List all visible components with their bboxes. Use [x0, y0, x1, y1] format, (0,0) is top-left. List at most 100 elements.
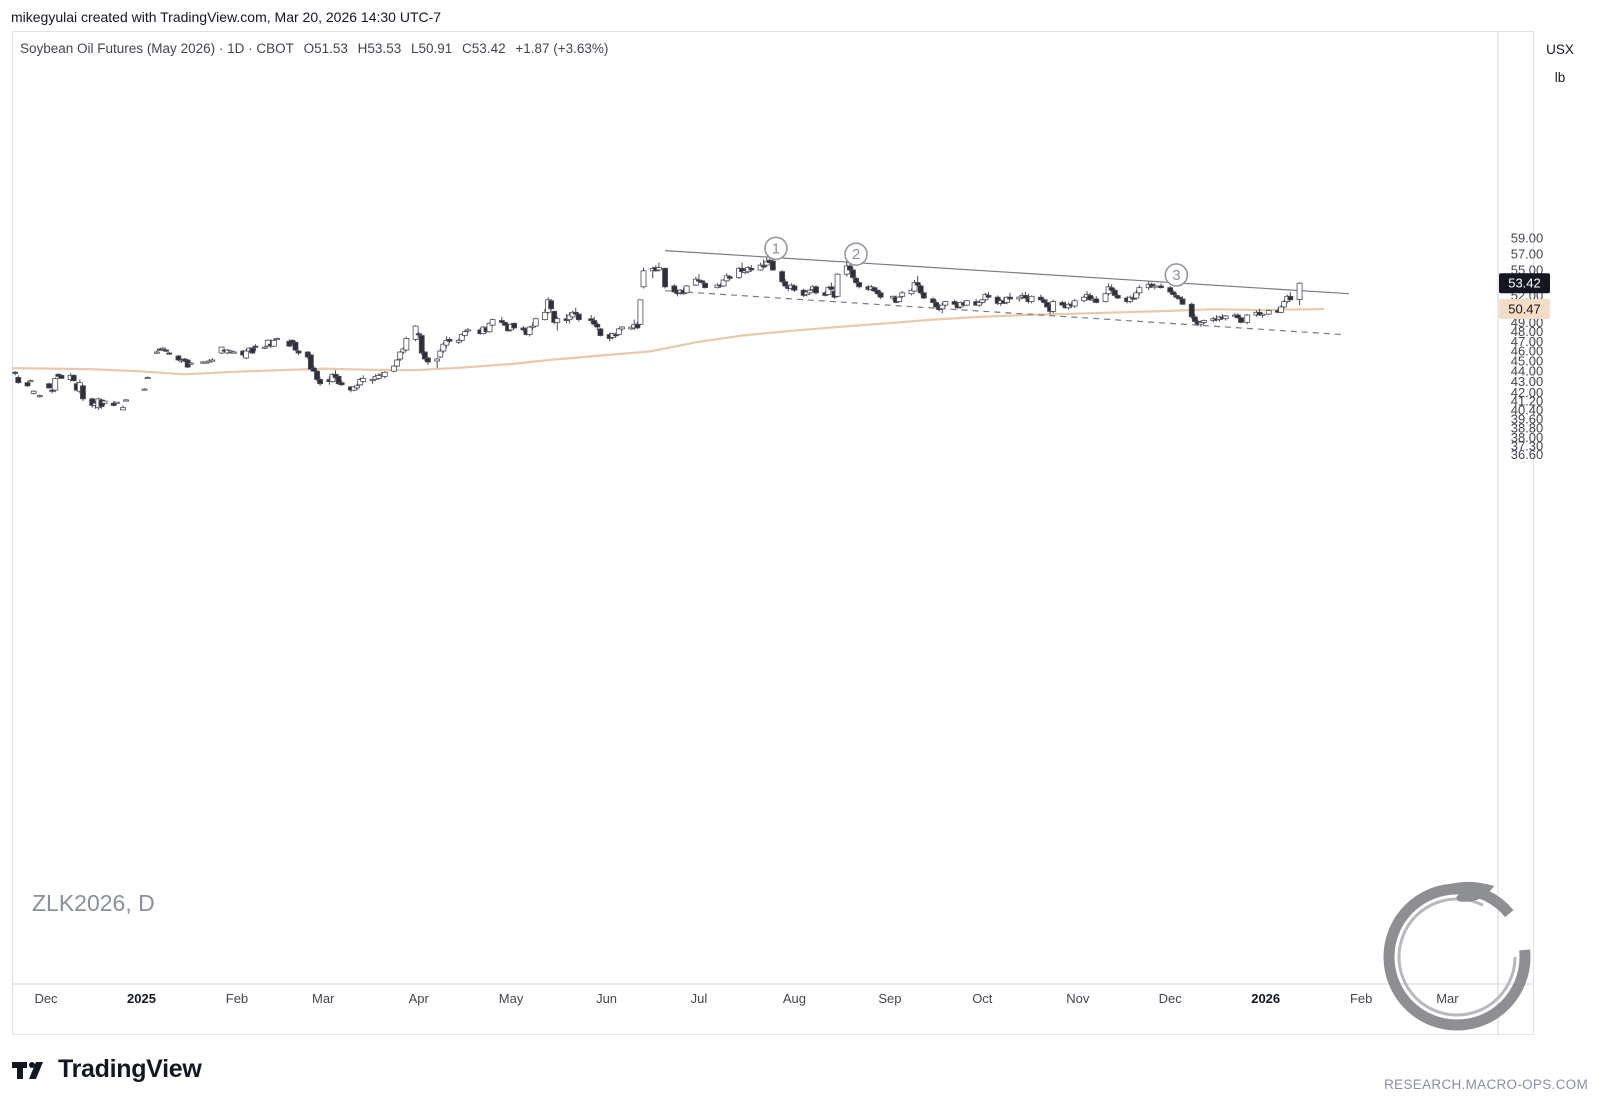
candle-body: [520, 327, 527, 331]
candle-body: [230, 351, 237, 354]
candle: [166, 352, 173, 355]
candle: [58, 374, 65, 379]
candle: [1130, 293, 1137, 300]
candle: [209, 357, 216, 362]
candle: [911, 280, 918, 292]
y-tick-label: 38.80: [1511, 421, 1544, 436]
candle-body: [1093, 298, 1100, 303]
candle: [683, 285, 690, 294]
candle-body: [856, 282, 863, 288]
candle: [942, 300, 949, 307]
candle-body: [720, 279, 727, 287]
candle-body: [526, 326, 533, 335]
candle-body: [532, 318, 539, 327]
candle: [1136, 285, 1143, 296]
candle-body: [896, 296, 903, 302]
candle-body: [588, 318, 595, 321]
candle: [335, 375, 342, 385]
y-tick-label: 47.00: [1511, 334, 1544, 349]
candle-body: [554, 318, 561, 323]
candle: [871, 286, 878, 292]
candle: [572, 307, 579, 316]
candle: [1148, 282, 1155, 288]
candle: [351, 385, 357, 392]
y-tick-label: 36.60: [1511, 447, 1544, 462]
y-tick-label: 38.00: [1511, 430, 1544, 445]
candle: [637, 299, 644, 326]
candle-body: [391, 365, 397, 372]
candle: [274, 337, 280, 341]
candle-body: [206, 360, 213, 363]
y-tick-label: 57.00: [1511, 246, 1544, 261]
candle: [597, 327, 604, 337]
candle: [1133, 290, 1140, 300]
candle: [418, 333, 425, 356]
candle: [813, 285, 819, 295]
candle-body: [1176, 296, 1183, 300]
candle: [329, 373, 336, 383]
candle-body: [400, 348, 407, 353]
candle: [437, 349, 444, 358]
candle: [123, 398, 129, 402]
candle-body: [101, 400, 108, 404]
candle: [542, 308, 548, 321]
candle: [532, 317, 539, 328]
candle-body: [113, 401, 120, 404]
candle: [338, 380, 345, 386]
x-tick-label: Feb: [1350, 991, 1372, 1006]
candle-body: [166, 352, 173, 355]
y-tick-label: 39.60: [1511, 411, 1544, 426]
candle-body: [292, 341, 299, 351]
candle-body: [511, 322, 518, 329]
candle-body: [683, 285, 690, 294]
legend-open: O51.53: [303, 41, 348, 56]
chart-pane[interactable]: [12, 31, 1534, 1035]
candle-body: [612, 334, 619, 337]
tradingview-logo[interactable]: TradingView: [12, 1055, 202, 1084]
candle: [1222, 315, 1229, 321]
candle-body: [1158, 285, 1164, 289]
candle-body: [1151, 285, 1158, 288]
candle-body: [461, 331, 468, 336]
candle: [1191, 314, 1198, 324]
candle-body: [36, 395, 43, 398]
candle: [1158, 283, 1164, 289]
candle-body: [1050, 301, 1057, 312]
candle-body: [58, 374, 65, 379]
candle-body: [1201, 320, 1207, 323]
candle: [141, 387, 148, 391]
candle-body: [942, 301, 949, 306]
candle-body: [736, 267, 742, 278]
candle-body: [779, 271, 786, 283]
candle: [588, 315, 595, 324]
candle-body: [828, 286, 835, 290]
candle: [206, 358, 213, 363]
candle: [264, 339, 271, 348]
candle: [920, 291, 927, 299]
candle: [1028, 295, 1035, 304]
candle: [914, 275, 921, 287]
candle-body: [692, 278, 699, 286]
candle-body: [760, 265, 767, 268]
candle-body: [1059, 302, 1066, 306]
ma-price-label: 50.47: [1508, 301, 1541, 316]
unit-label: lb: [1554, 70, 1566, 85]
wave-label-layer: 1 2 3: [764, 236, 1189, 287]
candle: [846, 263, 853, 271]
legend-close: C53.42: [462, 41, 506, 56]
candle: [1287, 291, 1294, 301]
trendline-lower: [665, 290, 1343, 336]
wave-label-text: 3: [1172, 267, 1180, 284]
candle-body: [52, 378, 59, 391]
currency-unit-label[interactable]: USX lb: [1532, 36, 1588, 92]
candle-body: [486, 322, 493, 333]
candle-body: [175, 355, 182, 361]
candle-body: [899, 292, 906, 297]
candle: [443, 336, 450, 349]
candle-body: [877, 292, 884, 298]
candle: [569, 310, 576, 319]
candle-body: [1071, 300, 1078, 307]
candle: [455, 338, 462, 345]
legend-high: H53.53: [357, 41, 402, 56]
